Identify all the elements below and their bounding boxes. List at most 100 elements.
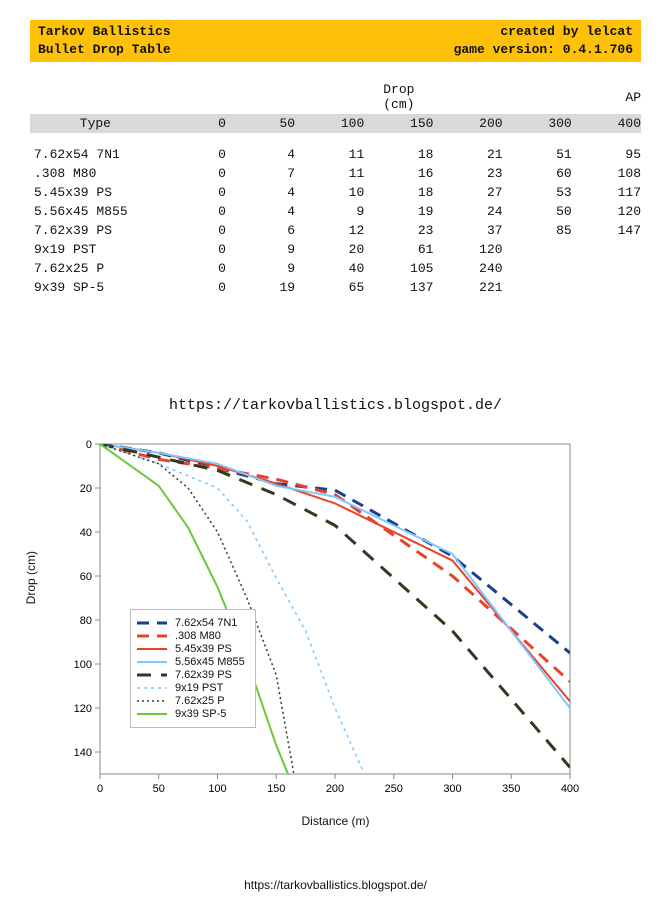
table-row: .308 M800711162360108	[30, 164, 641, 183]
row-value: 19	[226, 278, 295, 297]
legend-item: 9x39 SP-5	[137, 708, 245, 720]
row-value: 9	[226, 240, 295, 259]
row-value: 7	[226, 164, 295, 183]
legend-label: 5.45x39 PS	[175, 643, 232, 655]
table: Drop (cm) AP Type 050100150200300400 7.6…	[30, 80, 641, 297]
row-type: 5.56x45 M855	[30, 202, 157, 221]
row-value: 0	[157, 145, 226, 164]
legend-label: .308 M80	[175, 630, 221, 642]
legend-label: 5.56x45 M855	[175, 656, 245, 668]
header-credit: created by lelcat	[500, 23, 633, 41]
row-value: 120	[572, 202, 641, 221]
row-value: 12	[295, 221, 364, 240]
chart-legend: 7.62x54 7N1.308 M805.45x39 PS5.56x45 M85…	[130, 609, 256, 728]
row-value: 61	[364, 240, 433, 259]
table-row: 5.45x39 PS0410182753117	[30, 183, 641, 202]
row-value: 137	[364, 278, 433, 297]
header-title: Tarkov Ballistics	[38, 23, 171, 41]
svg-text:0: 0	[86, 439, 92, 451]
row-value: 4	[226, 145, 295, 164]
row-value: 0	[157, 221, 226, 240]
header-subtitle: Bullet Drop Table	[38, 41, 171, 59]
legend-item: 7.62x39 PS	[137, 669, 245, 681]
mid-link[interactable]: https://tarkovballistics.blogspot.de/	[30, 397, 641, 414]
x-axis-label: Distance (m)	[50, 814, 621, 828]
row-value: 0	[157, 202, 226, 221]
ap-label: AP	[572, 80, 641, 114]
col-header: 50	[226, 114, 295, 133]
type-label: Type	[30, 114, 157, 133]
svg-text:140: 140	[74, 747, 92, 759]
table-header-row-1: Drop (cm) AP	[30, 80, 641, 114]
svg-text:250: 250	[385, 783, 403, 795]
row-value: 95	[572, 145, 641, 164]
table-row: 9x39 SP-501965137221	[30, 278, 641, 297]
row-type: 5.45x39 PS	[30, 183, 157, 202]
row-value: 4	[226, 183, 295, 202]
footer-link[interactable]: https://tarkovballistics.blogspot.de/	[30, 878, 641, 892]
svg-text:0: 0	[97, 783, 103, 795]
row-value: 6	[226, 221, 295, 240]
table-row: 5.56x45 M855049192450120	[30, 202, 641, 221]
row-value: 11	[295, 145, 364, 164]
row-value: 0	[157, 240, 226, 259]
svg-text:40: 40	[80, 527, 92, 539]
table-row: 9x19 PST092061120	[30, 240, 641, 259]
row-value: 60	[503, 164, 572, 183]
legend-label: 7.62x25 P	[175, 695, 225, 707]
row-value: 23	[364, 221, 433, 240]
svg-text:100: 100	[208, 783, 226, 795]
row-value: 16	[364, 164, 433, 183]
chart-container: Drop (cm) 050100150200250300350400020406…	[50, 434, 621, 828]
row-value: 0	[157, 259, 226, 278]
table-spacer	[30, 133, 641, 145]
row-value: 21	[433, 145, 502, 164]
row-value: 11	[295, 164, 364, 183]
row-value: 53	[503, 183, 572, 202]
legend-label: 9x39 SP-5	[175, 708, 226, 720]
row-value: 37	[433, 221, 502, 240]
row-value: 10	[295, 183, 364, 202]
row-type: 9x39 SP-5	[30, 278, 157, 297]
row-value: 27	[433, 183, 502, 202]
legend-item: .308 M80	[137, 630, 245, 642]
svg-text:20: 20	[80, 483, 92, 495]
row-type: 7.62x39 PS	[30, 221, 157, 240]
table-row: 7.62x25 P0940105240	[30, 259, 641, 278]
row-value: 51	[503, 145, 572, 164]
header-version: game version: 0.4.1.706	[454, 41, 633, 59]
svg-text:300: 300	[443, 783, 461, 795]
page-root: Tarkov Ballistics created by lelcat Bull…	[0, 0, 671, 912]
row-value	[503, 259, 572, 278]
row-value: 0	[157, 183, 226, 202]
col-header: 0	[157, 114, 226, 133]
svg-text:60: 60	[80, 571, 92, 583]
row-value: 120	[433, 240, 502, 259]
svg-text:400: 400	[561, 783, 579, 795]
legend-label: 9x19 PST	[175, 682, 223, 694]
row-value: 85	[503, 221, 572, 240]
row-value	[572, 240, 641, 259]
header-row-1: Tarkov Ballistics created by lelcat	[38, 23, 633, 41]
row-value: 20	[295, 240, 364, 259]
row-value	[503, 278, 572, 297]
col-header: 100	[295, 114, 364, 133]
row-value	[572, 259, 641, 278]
row-value: 65	[295, 278, 364, 297]
row-type: 7.62x54 7N1	[30, 145, 157, 164]
row-value: 117	[572, 183, 641, 202]
row-value: 108	[572, 164, 641, 183]
legend-label: 7.62x54 7N1	[175, 617, 237, 629]
col-header: 400	[572, 114, 641, 133]
row-type: 7.62x25 P	[30, 259, 157, 278]
row-value: 40	[295, 259, 364, 278]
legend-label: 7.62x39 PS	[175, 669, 232, 681]
drop-label: Drop (cm)	[364, 80, 433, 114]
svg-text:200: 200	[326, 783, 344, 795]
row-value: 24	[433, 202, 502, 221]
row-value	[503, 240, 572, 259]
row-value: 221	[433, 278, 502, 297]
row-value: 9	[226, 259, 295, 278]
row-value	[572, 278, 641, 297]
svg-text:50: 50	[153, 783, 165, 795]
